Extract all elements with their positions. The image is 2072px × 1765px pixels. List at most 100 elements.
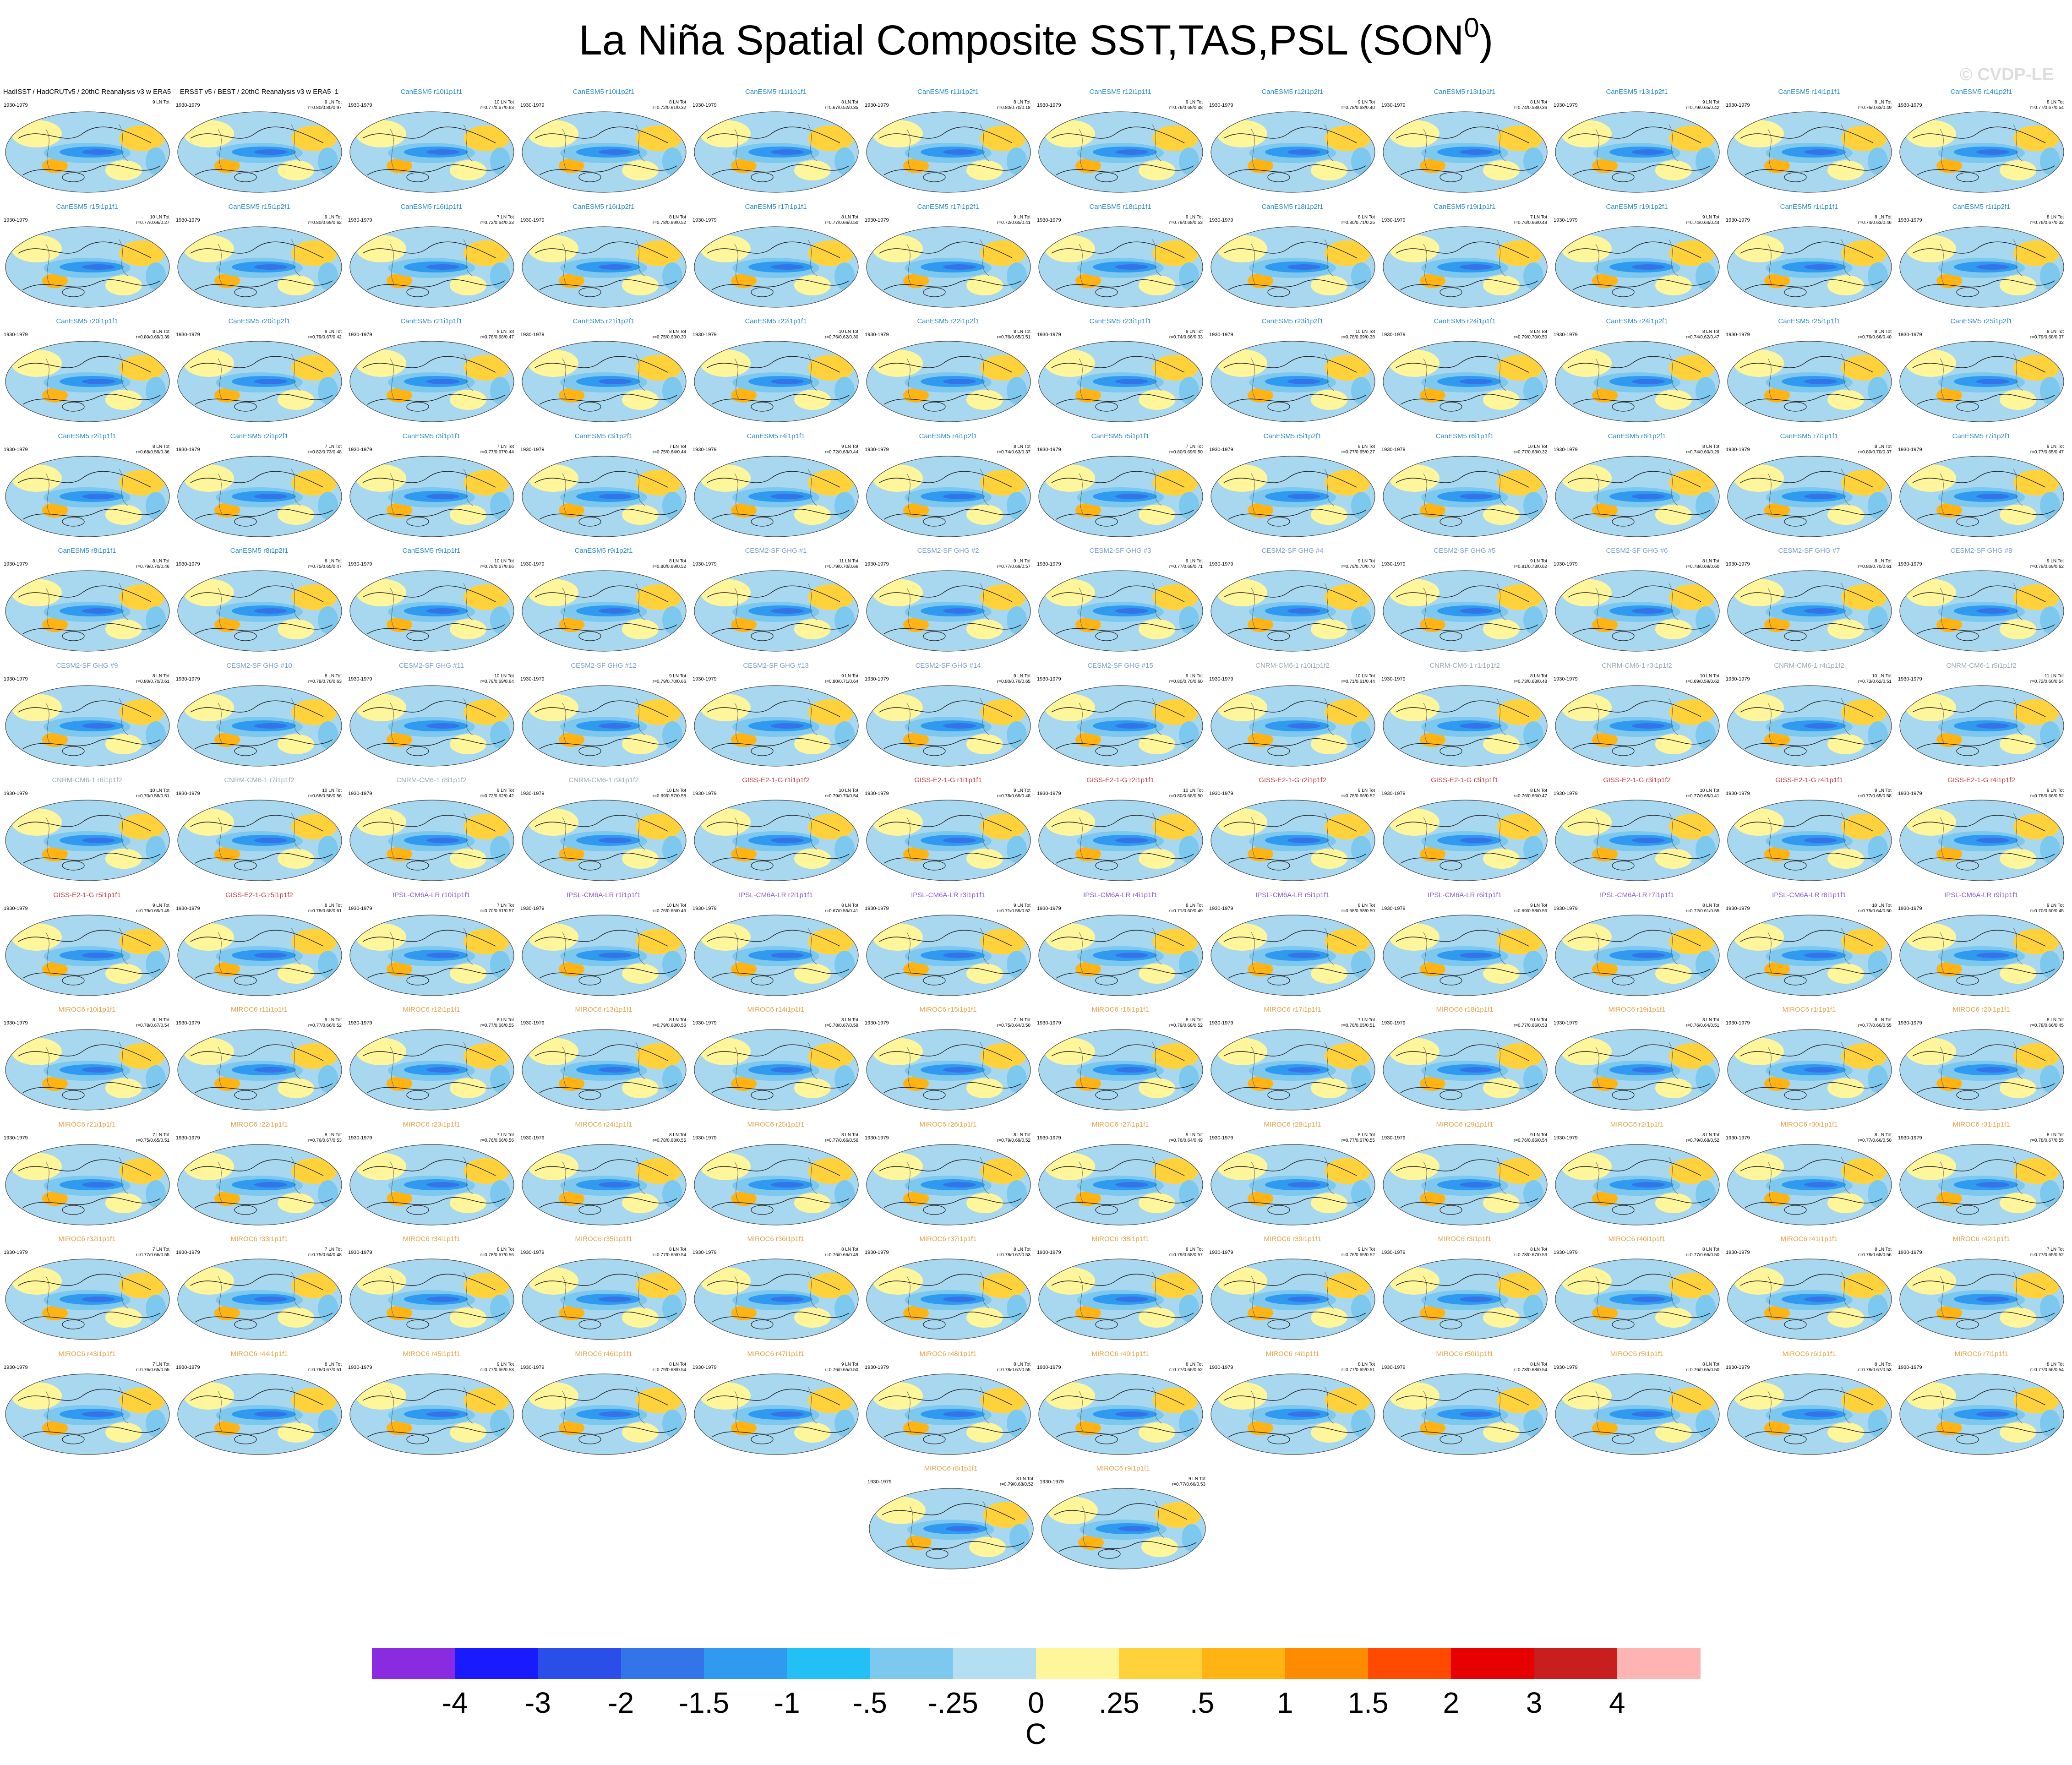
colorbar-swatch: [1202, 1648, 1286, 1679]
panel-title: CanESM5 r8i1p1f1: [58, 547, 116, 555]
cool-anomaly: [1868, 721, 1888, 749]
map-border: [349, 341, 514, 422]
cool-anomaly: [1351, 606, 1371, 634]
cool-anomaly: [662, 721, 682, 749]
map-panel: CNRM-CM6-1 r1i1p1f2 1930-1979 8 LN Tot r=0.…: [1380, 661, 1550, 769]
panel-event-count: 8 LN Tot: [1702, 1247, 1719, 1252]
panel-pattern-correlation: r=0.80/0.68/0.50: [1169, 794, 1203, 799]
map-panel: CanESM5 r5i1p2f1 1930-1979 8 LN Tot r=0.77/…: [1207, 431, 1378, 539]
map-plot: [1383, 1258, 1548, 1340]
panel-years: 1930-1979: [348, 217, 372, 223]
panel-pattern-correlation: r=0.76/0.66/0.47: [1513, 794, 1547, 799]
map-plot: [866, 1258, 1031, 1340]
coastline: [1496, 698, 1506, 735]
warm-anomaly: [1655, 734, 1692, 754]
cool-anomaly: [1868, 262, 1888, 290]
coastline: [291, 1386, 301, 1423]
cool-anomaly: [943, 723, 976, 729]
map-plot: [1038, 570, 1203, 652]
map-panel: ERSST v5 / BEST / 20thC Reanalysis v3 w …: [174, 87, 344, 195]
panel-event-count: 8 LN Tot: [324, 903, 342, 908]
psl-contour: [22, 279, 161, 290]
panel-title: CESM2-SF GHG #6: [1606, 547, 1668, 555]
psl-contour: [1784, 1434, 1807, 1444]
panel-event-count: 8 LN Tot: [1874, 1132, 1892, 1138]
warm-anomaly: [1311, 1422, 1347, 1443]
psl-contour: [406, 287, 429, 297]
panel-pattern-correlation: r=0.76/0.65/0.51: [997, 335, 1031, 340]
cool-anomaly: [1007, 1295, 1027, 1322]
panel-years: 1930-1979: [1037, 103, 1061, 108]
map-border: [1210, 226, 1375, 308]
psl-contour: [1439, 861, 1462, 871]
coastline: [906, 1161, 912, 1203]
panel-event-count: 8 LN Tot: [324, 1362, 342, 1367]
warm-anomaly: [794, 160, 831, 180]
map-panel: CanESM5 r7i1p2f1 1930-1979 9 LN Tot r=0.77/…: [1896, 431, 2067, 539]
panel-title: GISS-E2-1-G r3i1p1f1: [1431, 776, 1499, 784]
map-panel: MIROC6 r21i1p1f1 1930-1979 7 LN Tot r=0.75/…: [2, 1120, 172, 1228]
map-panel: CanESM5 r19i1p1f1 1930-1979 7 LN Tot r=0.76…: [1380, 202, 1550, 310]
map-border: [5, 111, 170, 193]
psl-contour: [1568, 241, 1701, 258]
map-panel-grid: HadISST / HadCRUTv5 / 20thC Reanalysis v…: [2, 87, 2067, 1569]
map-plot: [1555, 570, 1720, 652]
psl-contour: [1745, 738, 1883, 749]
map-panel: MIROC6 r7i1p1f1 1930-1979 8 LN Tot r=0.77/0…: [1896, 1349, 2067, 1457]
warm-anomaly: [1483, 1193, 1520, 1213]
psl-contour: [22, 623, 161, 634]
psl-contour: [1568, 585, 1701, 602]
psl-contour: [1745, 967, 1883, 979]
psl-contour: [367, 394, 505, 405]
coastline: [390, 129, 395, 171]
psl-contour: [195, 967, 333, 979]
panel-years: 1930-1979: [176, 905, 200, 911]
psl-contour: [1568, 1274, 1701, 1291]
map-panel: CanESM5 r14i1p2f1 1930-1979 8 LN Tot r=0.77…: [1896, 87, 2067, 195]
panel-years: 1930-1979: [692, 103, 717, 108]
coastline: [1423, 358, 1429, 400]
cool-anomaly: [943, 149, 976, 155]
panel-pattern-correlation: r=0.79/0.68/0.37: [2030, 335, 2064, 340]
cool-anomaly: [426, 149, 459, 155]
panel-years: 1930-1979: [1381, 217, 1406, 223]
psl-contour: [923, 287, 946, 297]
warm-anomaly: [105, 1078, 142, 1098]
coastline: [1767, 1046, 1773, 1089]
psl-contour: [1612, 287, 1635, 297]
warm-anomaly: [2000, 1307, 2036, 1328]
coastline: [1940, 129, 1945, 171]
cool-anomaly: [834, 836, 855, 863]
panel-event-count: 8 LN Tot: [1358, 214, 1375, 220]
map-panel: CNRM-CM6-1 r6i1p1f2 1930-1979 10 LN Tot r=0…: [2, 775, 172, 883]
panel-pattern-correlation: r=0.76/0.67/0.53: [308, 1138, 342, 1143]
panel-pattern-correlation: r=0.71/0.61/0.44: [1341, 679, 1375, 684]
map-border: [522, 226, 687, 308]
cool-anomaly: [1351, 836, 1371, 863]
psl-contour: [1095, 402, 1118, 412]
cool-anomaly: [1460, 608, 1493, 614]
map-panel: IPSL-CM6A-LR r8i1p1f1 1930-1979 10 LN Tot r…: [1724, 890, 1894, 998]
panel-years: 1930-1979: [176, 1250, 200, 1255]
psl-contour: [1228, 1082, 1366, 1093]
psl-contour: [190, 241, 324, 258]
cool-anomaly: [82, 1297, 115, 1302]
cool-anomaly: [1523, 721, 1543, 749]
panel-title: MIROC6 r24i1p1f1: [575, 1120, 633, 1128]
coastline: [1324, 1157, 1334, 1194]
panel-pattern-correlation: r=0.76/0.67/0.32: [2030, 220, 2064, 225]
map-plot: [1383, 111, 1548, 193]
coastline: [734, 129, 740, 171]
psl-contour: [195, 853, 333, 864]
warm-anomaly: [794, 1193, 831, 1213]
map-plot: [1727, 914, 1892, 996]
psl-contour: [534, 1044, 668, 1061]
colorbar-ticks: -4 -3 -2 -1.5 -1 -.5 -.25 0.25.5 1 1.5 2 3 4: [0, 1685, 2072, 1722]
map-plot: [349, 111, 514, 193]
warm-anomaly: [278, 504, 314, 525]
panel-title: IPSL-CM6A-LR r8i1p1f1: [1772, 891, 1846, 899]
psl-contour: [1612, 1434, 1635, 1444]
panel-years: 1930-1979: [1209, 217, 1233, 223]
map-plot: [869, 1488, 1034, 1569]
panel-years: 1930-1979: [4, 1364, 28, 1370]
